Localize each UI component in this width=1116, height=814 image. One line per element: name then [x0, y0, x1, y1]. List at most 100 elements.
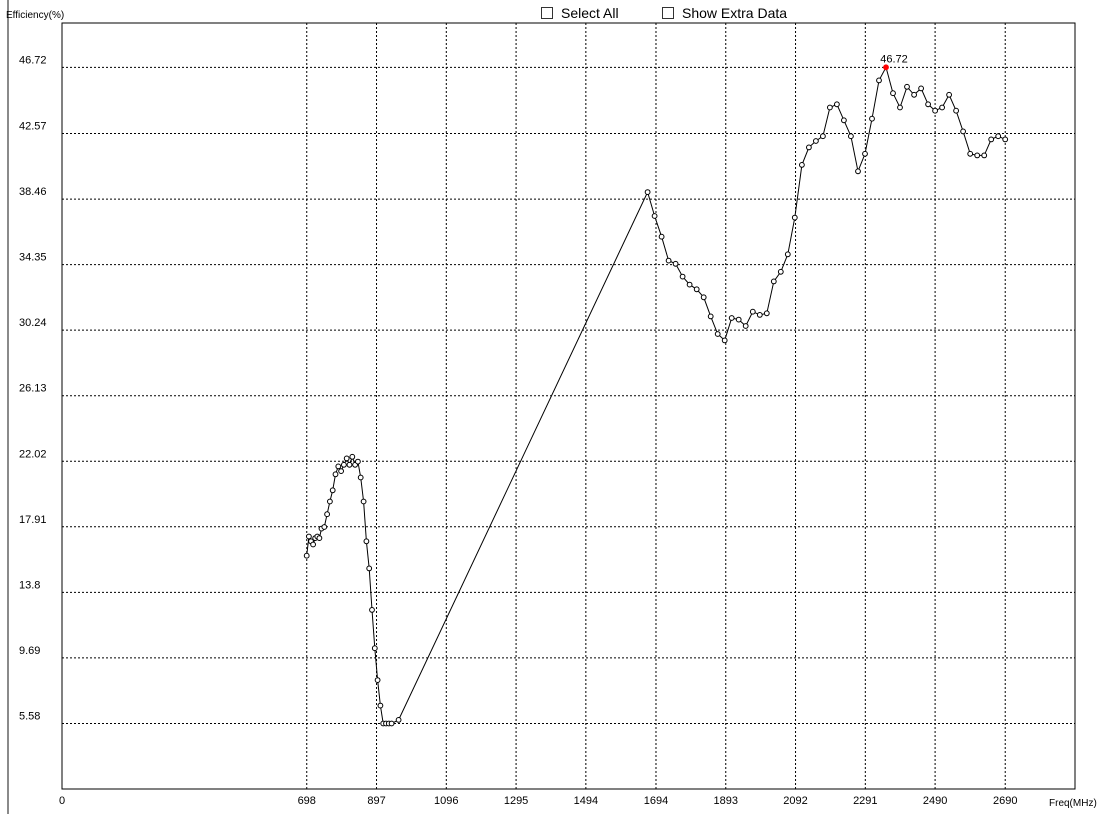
data-point	[988, 136, 995, 143]
data-point	[799, 162, 805, 168]
select-all-label: Select All	[561, 5, 619, 21]
data-point	[377, 702, 384, 709]
grid-lines	[62, 23, 1075, 789]
data-point	[756, 312, 763, 318]
x-tick-label: 897	[367, 795, 385, 807]
data-point	[925, 101, 931, 108]
y-tick-label: 17.91	[19, 514, 47, 526]
y-axis-label: Efficiency(%)	[6, 10, 64, 21]
plot-area	[61, 22, 1076, 790]
data-point	[303, 552, 310, 559]
data-point	[995, 133, 1002, 140]
x-tick-label: 1295	[504, 795, 528, 807]
data-point	[357, 474, 364, 481]
data-point	[346, 461, 353, 468]
x-tick-label: 1694	[644, 795, 668, 807]
data-point	[658, 233, 665, 240]
left-frame-border	[7, 0, 9, 814]
data-point	[791, 214, 798, 221]
data-point	[714, 331, 721, 337]
y-tick-label: 30.24	[19, 317, 47, 329]
y-tick-label: 34.35	[19, 252, 47, 264]
data-point	[341, 461, 347, 468]
data-point	[890, 90, 896, 97]
data-point	[316, 535, 323, 541]
data-point	[813, 138, 819, 144]
y-tick-label: 22.02	[19, 448, 47, 460]
data-point	[911, 91, 917, 98]
data-point	[806, 144, 812, 151]
data-point	[742, 323, 749, 329]
x-tick-label: 0	[59, 795, 65, 807]
y-axis-ticks: 5.58 9.69 13.8 17.91 22.02 26.13 30.24 34.35 38.…	[19, 54, 47, 722]
data-point	[335, 463, 342, 470]
data-point	[363, 538, 370, 545]
data-point	[918, 85, 924, 92]
data-point	[349, 453, 356, 460]
data-point	[306, 533, 312, 540]
data-point	[981, 152, 988, 159]
data-point	[735, 316, 742, 323]
data-point	[784, 251, 791, 258]
data-point	[707, 313, 714, 320]
data-point	[939, 104, 945, 111]
show-extra-label-wrap[interactable]: Show Extra Data	[662, 5, 787, 21]
y-tick-label: 9.69	[19, 645, 40, 657]
data-point	[777, 268, 784, 275]
select-all-checkbox[interactable]	[541, 7, 553, 19]
data-point	[369, 607, 375, 613]
data-point	[904, 83, 910, 90]
data-point	[770, 278, 777, 285]
data-point	[897, 104, 903, 111]
show-extra-data-checkbox[interactable]	[662, 7, 674, 19]
data-point	[974, 152, 981, 159]
data-point	[693, 286, 700, 293]
data-point	[700, 294, 707, 301]
data-point	[324, 511, 331, 518]
data-point	[749, 308, 756, 315]
y-tick-label: 26.13	[19, 383, 47, 395]
data-point	[327, 498, 333, 505]
data-point	[371, 645, 378, 652]
x-tick-label: 1893	[714, 795, 738, 807]
y-tick-label: 5.58	[19, 710, 40, 722]
show-extra-data-control[interactable]: Show Extra Data	[662, 4, 787, 22]
data-point	[728, 315, 735, 321]
data-point	[841, 117, 847, 124]
data-point	[834, 101, 840, 108]
show-extra-data-label: Show Extra Data	[682, 5, 788, 21]
data-point	[932, 107, 938, 114]
y-tick-label: 46.72	[19, 54, 47, 66]
data-point	[355, 458, 361, 465]
data-point	[665, 257, 672, 264]
data-point	[953, 107, 959, 114]
data-point	[869, 115, 875, 122]
data-point	[374, 677, 381, 683]
series-points	[303, 64, 1009, 727]
data-point	[310, 541, 317, 548]
data-point	[960, 128, 966, 135]
select-all-control[interactable]: Select All	[541, 4, 619, 22]
x-tick-label: 2092	[783, 795, 807, 807]
data-point	[651, 213, 658, 219]
y-tick-label: 38.46	[19, 186, 47, 198]
x-tick-label: 1494	[574, 795, 598, 807]
data-point	[366, 565, 373, 572]
data-point	[820, 133, 826, 140]
x-axis-ticks: 0 698 897 1096 1295 1494 1694 1893 2092 2291 2490 2…	[59, 795, 1018, 807]
x-tick-label: 698	[298, 795, 316, 807]
data-point	[338, 468, 345, 475]
x-tick-label: 2291	[853, 795, 877, 807]
peak-value-label: 46.72	[880, 53, 908, 65]
data-point	[763, 310, 770, 317]
data-point	[332, 471, 339, 478]
data-point	[343, 455, 350, 462]
data-point	[967, 150, 974, 157]
data-point	[360, 498, 367, 505]
data-point	[876, 77, 882, 84]
data-point	[827, 104, 833, 111]
data-point	[644, 189, 651, 196]
data-point	[672, 260, 679, 267]
select-all-label-wrap[interactable]: Select All	[541, 5, 619, 21]
